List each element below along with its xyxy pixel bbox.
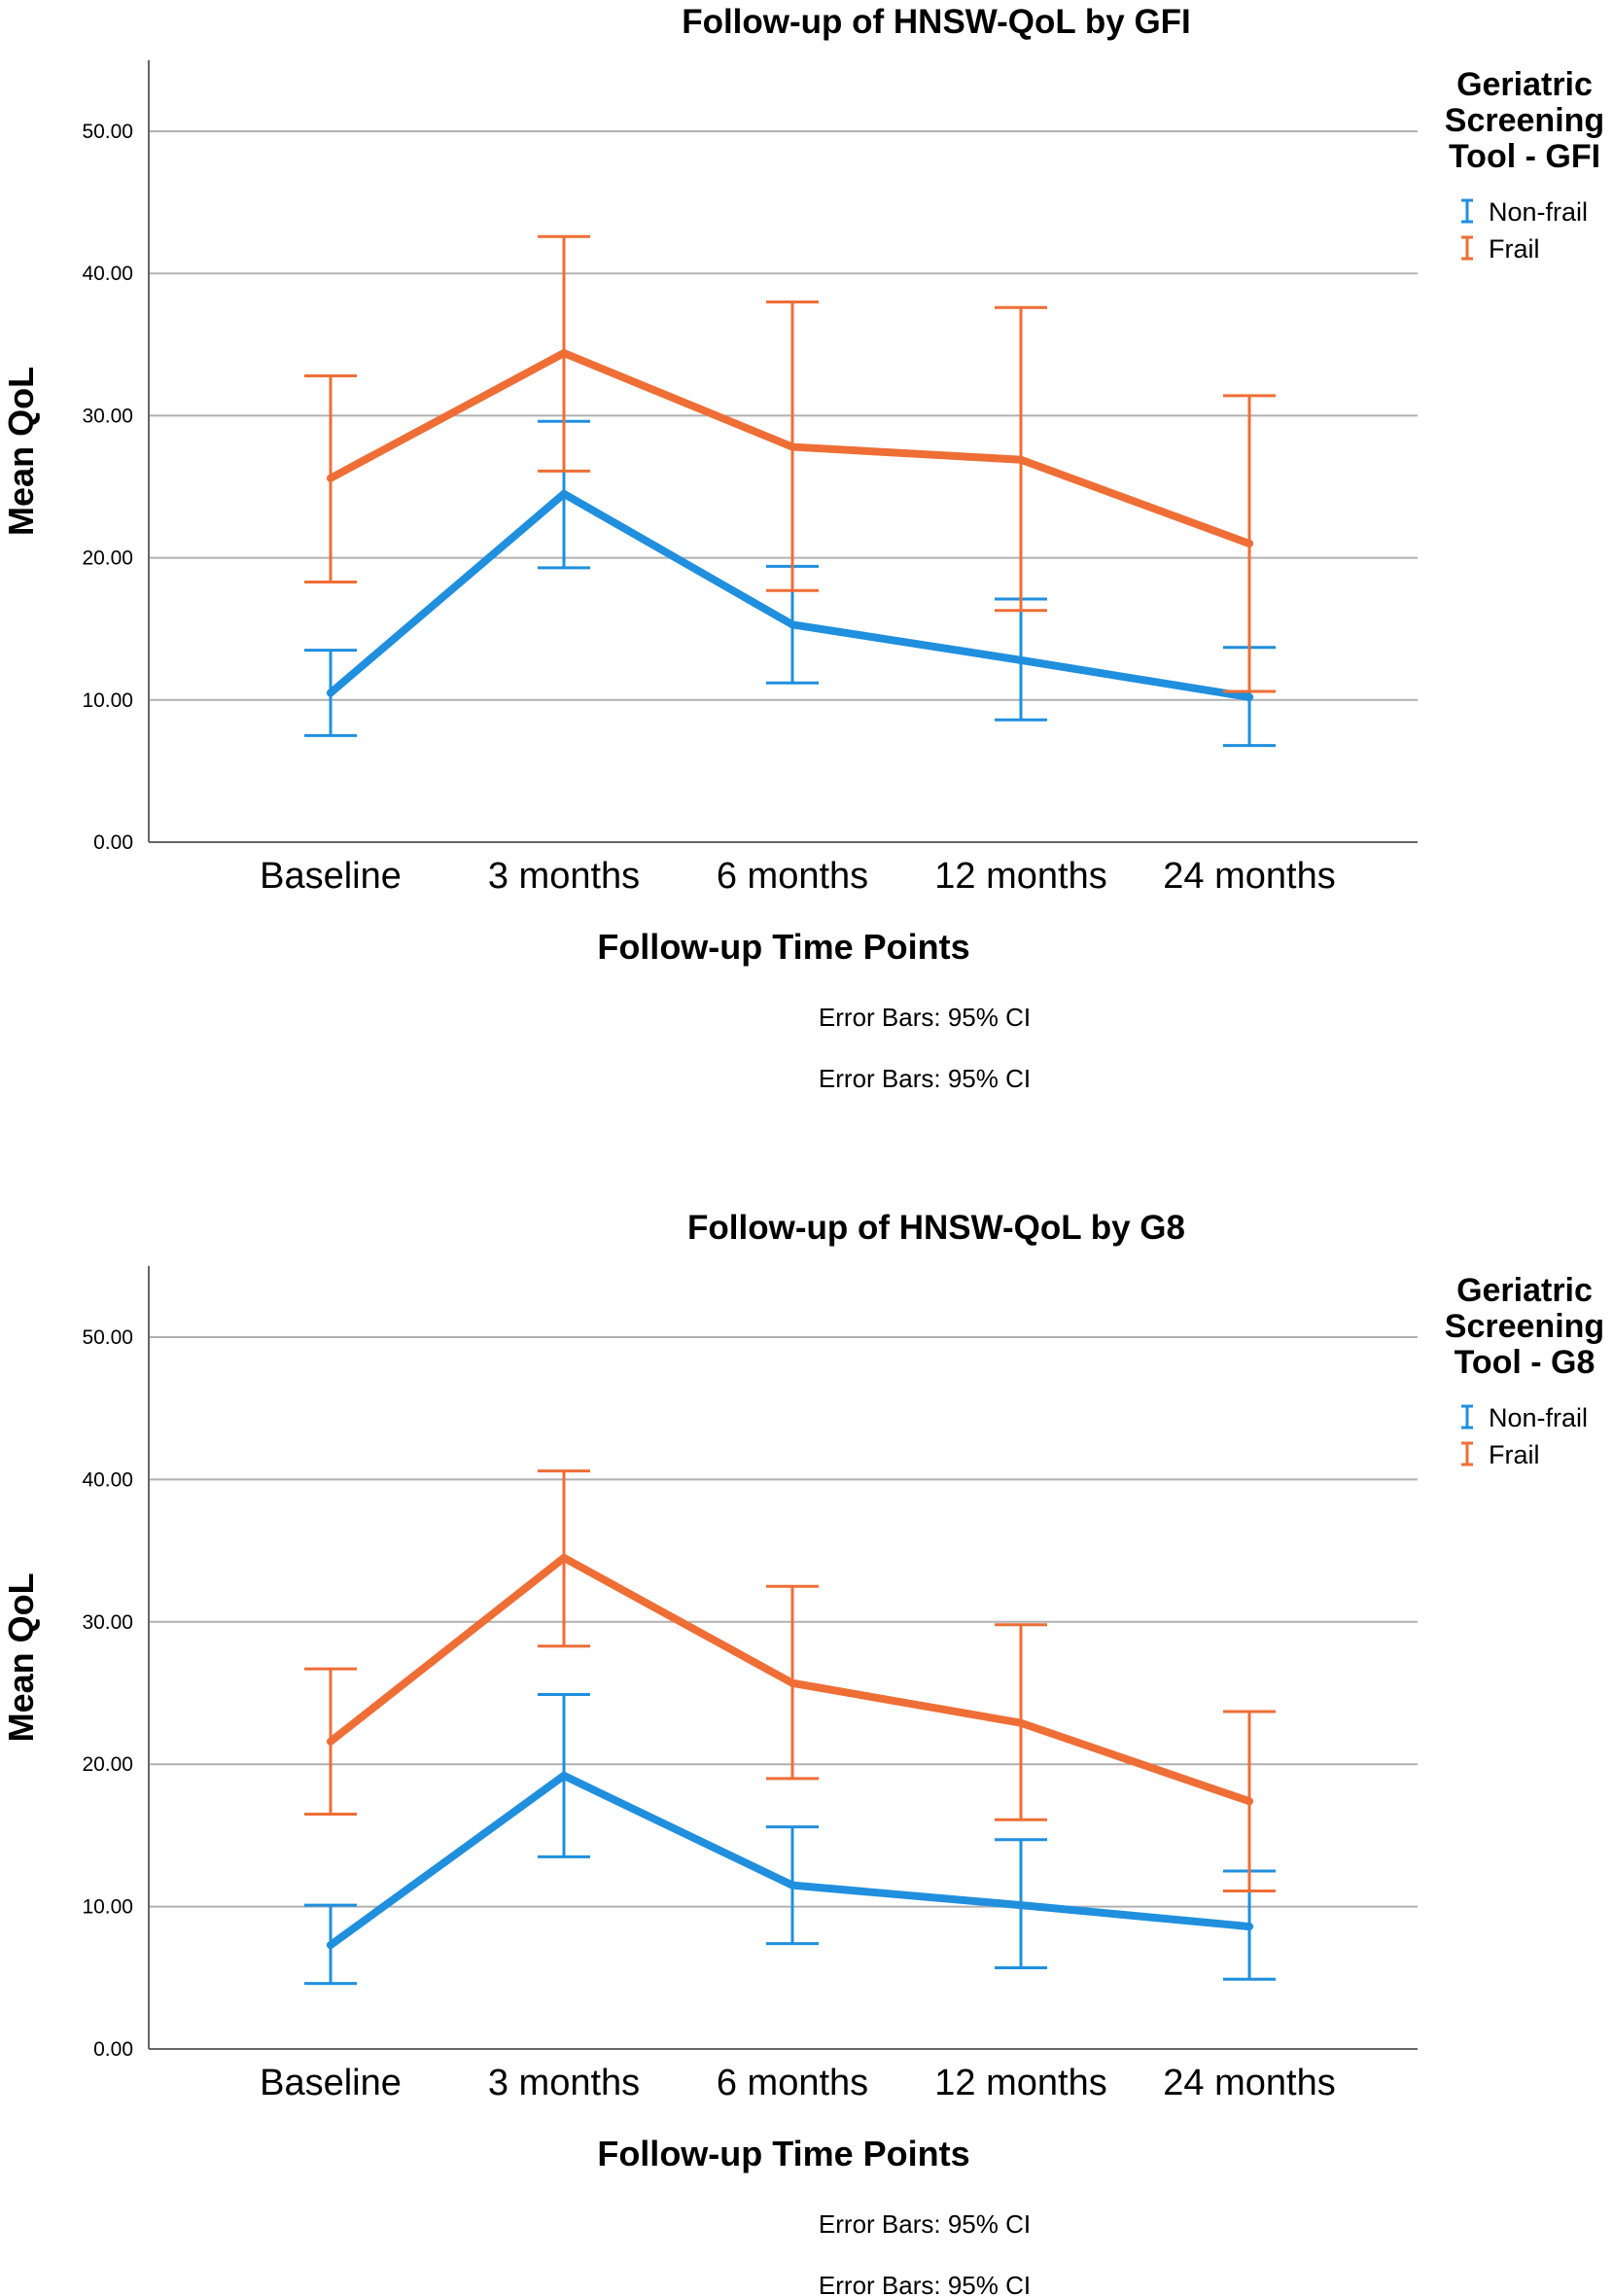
series-frail — [304, 234, 1276, 693]
y-tick-label: 10.00 — [82, 1896, 133, 1919]
data-point — [327, 689, 334, 697]
legend-title-line: Screening — [1445, 1308, 1604, 1345]
y-tick-label: 40.00 — [82, 1468, 133, 1491]
data-point — [1017, 655, 1025, 664]
x-axis-title: Follow-up Time Points — [597, 927, 969, 967]
x-tick-label: 6 months — [717, 2063, 868, 2103]
x-tick-label: Baseline — [260, 856, 402, 897]
data-point — [789, 1678, 796, 1687]
legend-label: Non-frail — [1489, 197, 1588, 227]
data-point — [560, 1553, 568, 1562]
chart-1: Follow-up of HNSW-QoL by G8 0.00 10.00 20.0… — [1, 1209, 1604, 2296]
legend-label: Frail — [1489, 1440, 1540, 1469]
x-tick-label: 24 months — [1163, 856, 1335, 897]
data-point — [1017, 455, 1025, 464]
y-axis-title: Mean QoL — [1, 1572, 41, 1742]
error-bar-note: Error Bars: 95% CI — [819, 2209, 1031, 2239]
series-line — [327, 489, 1253, 701]
y-tick-label: 30.00 — [82, 405, 133, 427]
legend-item: Frail — [1461, 234, 1540, 264]
data-point — [1245, 1923, 1253, 1931]
legend-title-line: Geriatric — [1456, 66, 1593, 103]
y-tick-label: 0.00 — [93, 831, 133, 854]
data-point — [1017, 1718, 1025, 1727]
error-bar-note: Error Bars: 95% CI — [819, 1003, 1031, 1032]
error-bar-note: Error Bars: 95% CI — [819, 2271, 1031, 2296]
chart-title: Follow-up of HNSW-QoL by G8 — [687, 1209, 1185, 1247]
data-point — [1017, 1901, 1025, 1910]
data-point — [560, 349, 568, 358]
data-point — [327, 474, 334, 482]
x-tick-label: 3 months — [488, 856, 640, 897]
legend-title-line: Tool - GFI — [1449, 138, 1600, 175]
legend-item: Non-frail — [1461, 197, 1588, 227]
x-tick-label: 12 months — [934, 2063, 1106, 2103]
y-tick-label: 50.00 — [82, 121, 133, 143]
x-tick-label: Baseline — [260, 2063, 402, 2103]
x-tick-label: 6 months — [717, 856, 868, 897]
error-bar-note: Error Bars: 95% CI — [819, 1064, 1031, 1093]
legend-item: Non-frail — [1461, 1403, 1588, 1432]
data-point — [327, 1737, 334, 1746]
y-tick-label: 50.00 — [82, 1326, 133, 1349]
y-axis-title: Mean QoL — [1, 367, 41, 536]
chart-0: Follow-up of HNSW-QoL by GFI 0.00 10.00 20.… — [1, 3, 1604, 1093]
y-tick-label: 20.00 — [82, 1753, 133, 1776]
legend-label: Non-frail — [1489, 1403, 1588, 1432]
series-frail — [304, 1469, 1276, 1892]
y-tick-label: 10.00 — [82, 689, 133, 712]
series-non-frail — [304, 419, 1276, 748]
x-tick-label: 12 months — [934, 856, 1106, 897]
x-axis-title: Follow-up Time Points — [597, 2134, 969, 2173]
y-tick-label: 40.00 — [82, 263, 133, 285]
data-point — [327, 1941, 334, 1950]
legend-title-line: Screening — [1445, 102, 1604, 139]
data-point — [789, 1881, 796, 1890]
legend-title-line: Geriatric — [1456, 1272, 1593, 1309]
legend-title-line: Tool - G8 — [1455, 1344, 1595, 1381]
series-non-frail — [304, 1692, 1276, 1986]
data-point — [560, 1771, 568, 1780]
y-tick-label: 30.00 — [82, 1611, 133, 1634]
data-point — [1245, 1797, 1253, 1806]
data-point — [1245, 539, 1253, 548]
legend-item: Frail — [1461, 1440, 1540, 1469]
x-tick-label: 3 months — [488, 2063, 640, 2103]
chart-title: Follow-up of HNSW-QoL by GFI — [682, 3, 1191, 41]
y-tick-label: 0.00 — [93, 2038, 133, 2061]
data-point — [789, 620, 796, 629]
legend-label: Frail — [1489, 234, 1540, 264]
data-point — [560, 489, 568, 498]
x-tick-label: 24 months — [1163, 2063, 1335, 2103]
data-point — [789, 442, 796, 451]
y-tick-label: 20.00 — [82, 548, 133, 570]
series-line — [327, 1771, 1253, 1950]
data-point — [1245, 692, 1253, 701]
